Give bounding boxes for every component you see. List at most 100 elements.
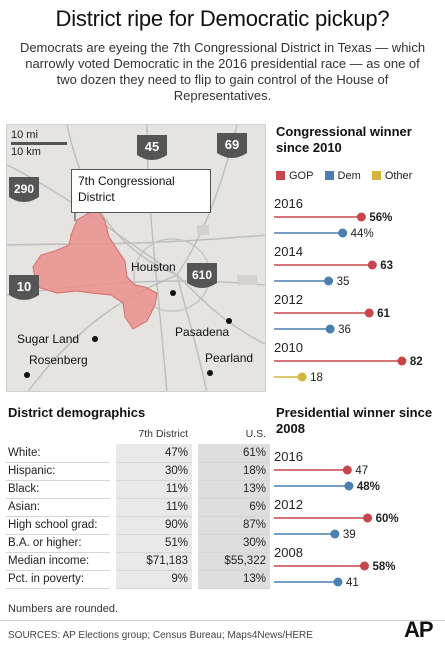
scale-bar: [11, 142, 67, 145]
svg-text:45: 45: [145, 139, 159, 154]
svg-text:610: 610: [192, 268, 212, 282]
city-dot-sugar-land: [92, 336, 98, 342]
data-point-gop: [364, 308, 374, 318]
city-dot-houston: [170, 290, 176, 296]
col-header-district: 7th District: [138, 428, 188, 440]
table-row: Black: 11% 13%: [6, 480, 270, 499]
row-label: Hispanic:: [6, 462, 110, 481]
data-label-other: 18: [310, 372, 323, 384]
us-value: 61%: [198, 444, 270, 463]
data-label-dem: 39: [343, 529, 356, 541]
row-label: White:: [6, 444, 110, 463]
interstate-610-icon: 610: [187, 263, 217, 288]
district-value: 9%: [116, 570, 192, 589]
data-point-gop: [342, 465, 352, 475]
chart-legend: GOP Dem Other: [276, 170, 436, 182]
us-value: 13%: [198, 480, 270, 499]
city-dot-pasadena: [226, 318, 232, 324]
scale-mi-label: 10 mi: [11, 129, 38, 141]
data-point-other: [297, 372, 307, 382]
year-label: 2016: [274, 196, 303, 211]
data-label-dem: 36: [338, 324, 351, 336]
district-value: 11%: [116, 498, 192, 517]
data-label-dem: 41: [346, 577, 359, 589]
district-callout: 7th Congressional District: [71, 169, 211, 213]
data-label-dem: 35: [337, 276, 350, 288]
scale-km-label: 10 km: [11, 146, 41, 158]
district-value: 47%: [116, 444, 192, 463]
data-label-dem: 48%: [357, 481, 380, 493]
footer-divider: [0, 620, 445, 621]
data-point-dem: [338, 228, 348, 238]
demographics-table: 7th District U.S. White: 47% 61% Hispanic: 3…: [6, 428, 270, 589]
city-dot-rosenberg: [24, 372, 30, 378]
map-scale: 10 mi 10 km: [11, 129, 67, 158]
row-label: Median income:: [6, 552, 110, 571]
page-subtitle: Democrats are eyeing the 7th Congression…: [19, 40, 426, 103]
table-row: White: 47% 61%: [6, 444, 270, 463]
interstate-10-icon: 10: [9, 275, 39, 300]
year-label: 2014: [274, 244, 303, 259]
sources-credit: SOURCES: AP Elections group; Census Bure…: [8, 630, 313, 641]
district-value: 30%: [116, 462, 192, 481]
data-point-gop: [367, 260, 377, 270]
data-point-gop: [363, 513, 373, 523]
data-point-gop: [356, 212, 366, 222]
data-point-dem: [333, 577, 343, 587]
data-label-gop: 61: [377, 308, 390, 320]
data-label-gop: 63: [380, 260, 393, 272]
year-label: 2010: [274, 340, 303, 355]
district-7-shape: [32, 208, 158, 330]
svg-text:10: 10: [17, 279, 31, 294]
table-row: Asian: 11% 6%: [6, 498, 270, 517]
demographics-header-row: 7th District U.S.: [6, 428, 270, 444]
data-label-gop: 82: [410, 356, 423, 368]
data-point-dem: [325, 324, 335, 334]
row-label: Black:: [6, 480, 110, 499]
district-value: 51%: [116, 534, 192, 553]
congress-title: Congressional winner since 2010: [276, 124, 412, 155]
legend-other: Other: [371, 170, 412, 182]
other-swatch: [371, 171, 381, 180]
district-value: 90%: [116, 516, 192, 535]
legend-gop: GOP: [276, 170, 313, 182]
svg-text:290: 290: [14, 182, 34, 196]
us-value: 6%: [198, 498, 270, 517]
us-value: 30%: [198, 534, 270, 553]
city-label-rosenberg: Rosenberg: [29, 353, 88, 367]
city-label-sugar-land: Sugar Land: [17, 332, 80, 346]
table-row: B.A. or higher: 51% 30%: [6, 534, 270, 553]
table-row: High school grad: 90% 87%: [6, 516, 270, 535]
data-label-gop: 56%: [369, 212, 392, 224]
table-row: Pct. in poverty: 9% 13%: [6, 570, 270, 589]
interstate-45-icon: 45: [137, 135, 167, 160]
district-value: 11%: [116, 480, 192, 499]
rounding-note: Numbers are rounded.: [8, 603, 119, 615]
demographics-title: District demographics: [8, 405, 146, 420]
data-point-dem: [330, 529, 340, 539]
city-label-pearland: Pearland: [205, 351, 254, 365]
data-point-dem: [324, 276, 334, 286]
interstate-69-icon: 69: [217, 133, 247, 158]
row-label: Asian:: [6, 498, 110, 517]
data-label-gop: 60%: [376, 513, 399, 525]
table-row: Median income: $71,183 $55,322: [6, 552, 270, 571]
year-label: 2012: [274, 292, 303, 307]
presidential-title: Presidential winner since 2008: [276, 405, 433, 436]
svg-text:69: 69: [225, 137, 239, 152]
data-point-dem: [344, 481, 354, 491]
year-label: 2012: [274, 497, 303, 512]
data-label-gop: 58%: [372, 561, 395, 573]
legend-dem: Dem: [324, 170, 361, 182]
table-row: Hispanic: 30% 18%: [6, 462, 270, 481]
gop-swatch: [276, 171, 285, 180]
data-point-gop: [397, 356, 407, 366]
data-point-gop: [359, 561, 369, 571]
col-header-us: U.S.: [245, 428, 266, 440]
ap-logo: AP: [404, 617, 434, 642]
row-label: Pct. in poverty:: [6, 570, 110, 589]
page-title: District ripe for Democratic pickup?: [55, 6, 390, 31]
city-dot-pearland: [207, 370, 213, 376]
congress-chart: 2016 56% 44% 2014 63 35 2012 61 36 2010 82 18: [274, 196, 423, 384]
dem-swatch: [324, 171, 334, 180]
